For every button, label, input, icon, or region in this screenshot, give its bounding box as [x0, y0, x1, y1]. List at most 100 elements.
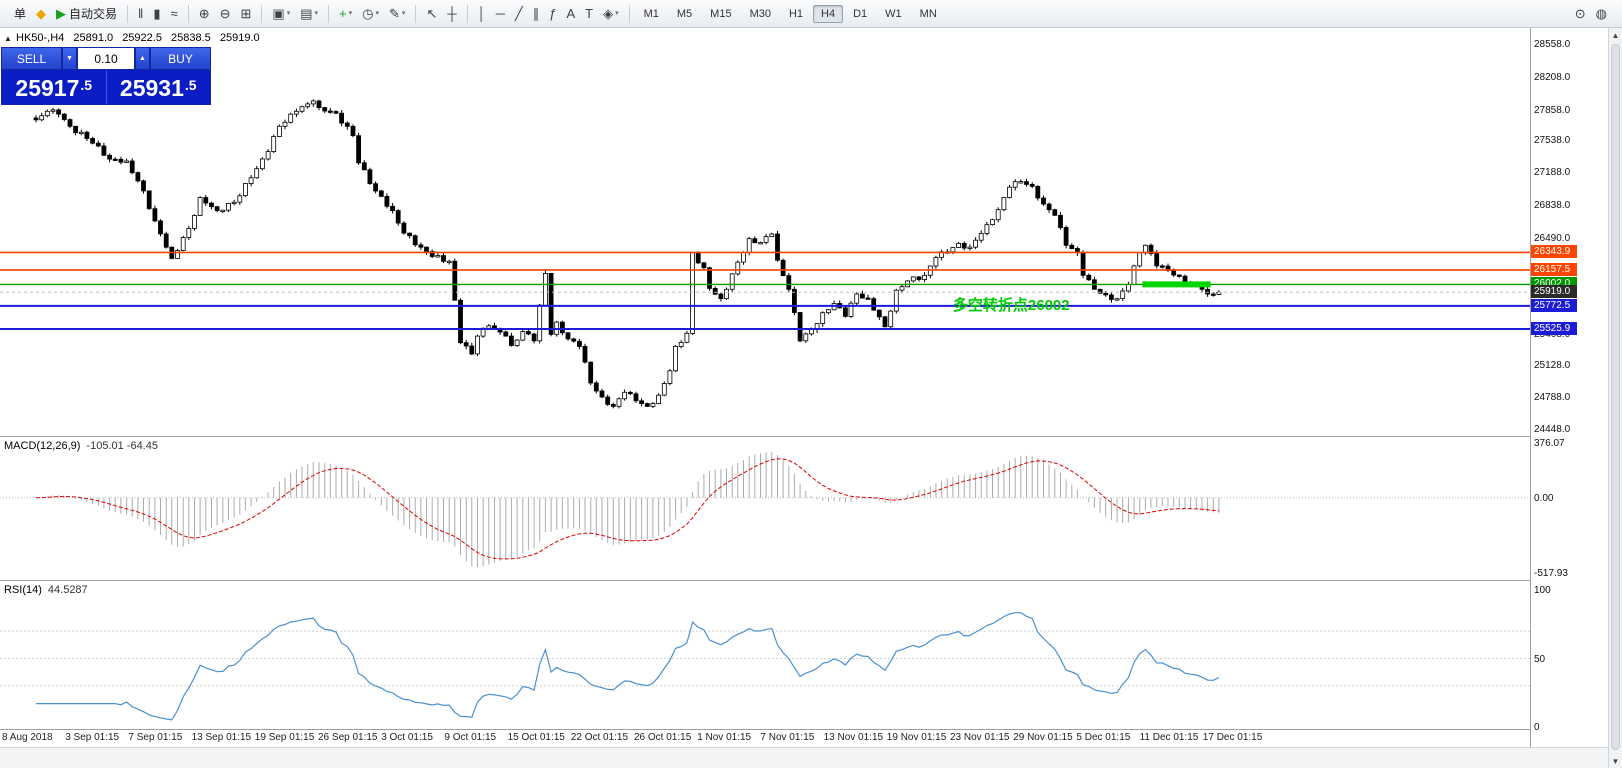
- sell-price[interactable]: 25917 .5: [15, 75, 93, 101]
- rsi-canvas[interactable]: [0, 581, 1530, 729]
- chart-profile-icon[interactable]: ▤ ▾: [300, 6, 319, 21]
- volume-increase-button[interactable]: ▲: [135, 47, 150, 70]
- price-tick-label: 27188.0: [1534, 167, 1571, 179]
- channel-icon[interactable]: ∥: [532, 6, 540, 21]
- time-axis-label: 8 Aug 2018: [2, 732, 53, 743]
- macd-label: MACD(12,26,9) -105.01 -64.45: [4, 440, 158, 452]
- shapes-icon[interactable]: ◈ ▾: [603, 6, 619, 21]
- timeframe-w1[interactable]: W1: [885, 7, 902, 20]
- trendline-icon[interactable]: ╱: [514, 6, 523, 21]
- macd-panel[interactable]: MACD(12,26,9) -105.01 -64.45: [0, 437, 1530, 580]
- dropdown-caret[interactable]: ▾: [401, 10, 406, 17]
- zoom-in-icon[interactable]: ⊕: [198, 6, 210, 21]
- price-tick-label: 25128.0: [1534, 360, 1571, 372]
- grid-icon[interactable]: ⊞: [240, 6, 252, 21]
- one-click-trading-panel: SELL ▼ ▲ BUY 25917 .5 25931 .5: [1, 47, 211, 105]
- time-axis-label: 15 Oct 01:15: [507, 732, 565, 743]
- time-axis-label: 19 Sep 01:15: [254, 732, 315, 743]
- vertical-scrollbar[interactable]: ▲ ▼: [1608, 28, 1622, 768]
- time-axis[interactable]: 8 Aug 2018 3 Sep 01:15 7 Sep 01:15 13 Sep 0…: [0, 730, 1608, 747]
- new-chart-icon[interactable]: ▣ ▾: [272, 6, 291, 21]
- time-axis-label: 9 Oct 01:15: [444, 732, 497, 743]
- toolbar-separator: [261, 4, 263, 23]
- time-axis-label: 3 Sep 01:15: [65, 732, 120, 743]
- scroll-up-arrow[interactable]: ▲: [1611, 30, 1620, 40]
- autotrading-button[interactable]: ▶ 自动交易: [56, 6, 118, 21]
- price-chart-canvas[interactable]: [0, 28, 1530, 436]
- time-axis-label: 11 Dec 01:15: [1139, 732, 1199, 743]
- template-icon[interactable]: ✎ ▾: [389, 6, 406, 21]
- dropdown-caret[interactable]: ▾: [375, 10, 380, 17]
- rsi-axis-label: 0: [1534, 722, 1540, 733]
- dropdown-caret[interactable]: ▾: [314, 10, 319, 17]
- time-axis-label: 1 Nov 01:15: [697, 732, 752, 743]
- cursor-icon[interactable]: ↖: [426, 6, 438, 21]
- zoom-out-icon[interactable]: ⊖: [219, 6, 231, 21]
- ohlc-close: 25919.0: [219, 32, 260, 44]
- rsi-axis-label: 50: [1534, 653, 1546, 665]
- price-tick-label: 26838.0: [1534, 200, 1571, 212]
- timeframe-d1[interactable]: D1: [853, 7, 868, 20]
- panel-divider[interactable]: [0, 580, 1608, 581]
- toolbar-separator: [415, 4, 417, 23]
- candlestick-chart-icon[interactable]: ▮: [153, 6, 161, 21]
- timeframe-m5[interactable]: M5: [676, 7, 693, 20]
- rsi-panel[interactable]: RSI(14) 44.5287: [0, 581, 1530, 729]
- period-clock-icon[interactable]: ◷ ▾: [362, 6, 380, 21]
- community-globe-icon[interactable]: ◍: [1595, 6, 1607, 21]
- fibonacci-icon[interactable]: ƒ: [549, 6, 557, 21]
- vertical-line-icon[interactable]: │: [477, 6, 486, 21]
- timeframe-m1[interactable]: M1: [643, 7, 659, 20]
- price-axis[interactable]: 28558.0 28208.0 27858.0 27538.0 27188.0 26838…: [1530, 28, 1608, 747]
- volume-input[interactable]: [77, 47, 135, 70]
- new-order-button[interactable]: 单: [14, 6, 27, 21]
- dropdown-caret[interactable]: ▾: [286, 10, 291, 17]
- horizontal-line-icon[interactable]: ─: [495, 6, 505, 21]
- timeframe-h1[interactable]: H1: [788, 7, 804, 20]
- crosshair-icon[interactable]: ┼: [447, 6, 457, 21]
- dropdown-caret[interactable]: ▾: [615, 10, 619, 17]
- panel-divider[interactable]: [0, 729, 1608, 730]
- chart-window-icon[interactable]: ◆: [36, 6, 47, 21]
- timeframe-h4[interactable]: H4: [813, 4, 844, 23]
- main-chart-panel[interactable]: ▲ HK50-,H4 25891.0 25922.5 25838.5 25919…: [0, 28, 1530, 436]
- toolbar-separator: [466, 4, 468, 23]
- volume-decrease-button[interactable]: ▼: [62, 47, 77, 70]
- add-indicator-icon[interactable]: + ▾: [339, 6, 353, 21]
- buy-button[interactable]: BUY: [150, 47, 211, 70]
- price-badge: 25525.9: [1531, 322, 1577, 335]
- toolbar-separator: [628, 4, 630, 23]
- status-bar: [0, 747, 1622, 768]
- toolbar-separator: [328, 4, 330, 23]
- macd-canvas[interactable]: [0, 437, 1530, 580]
- timeframe-m30[interactable]: M30: [749, 7, 771, 20]
- timeframe-mn[interactable]: MN: [919, 7, 937, 20]
- time-axis-label: 19 Nov 01:15: [886, 732, 947, 743]
- bars-chart-icon[interactable]: ‖: [138, 6, 144, 21]
- text-icon[interactable]: A: [566, 6, 576, 21]
- panel-divider[interactable]: [0, 436, 1608, 437]
- time-axis-label: 23 Nov 01:15: [950, 732, 1010, 743]
- scrollbar-thumb[interactable]: [1611, 44, 1620, 750]
- time-axis-label: 3 Oct 01:15: [381, 732, 433, 743]
- search-icon[interactable]: ⊙: [1574, 6, 1586, 21]
- sell-button[interactable]: SELL: [1, 47, 62, 70]
- buy-price[interactable]: 25931 .5: [119, 75, 197, 101]
- text-label-icon[interactable]: T: [585, 6, 594, 21]
- line-chart-icon[interactable]: ≈: [170, 6, 178, 21]
- chart-info-bar: HK50-,H4 25891.0 25922.5 25838.5 25919.0: [16, 32, 266, 44]
- price-tick-label: 26490.0: [1534, 232, 1571, 244]
- rsi-label: RSI(14) 44.5287: [4, 584, 88, 596]
- ohlc-low: 25838.5: [171, 32, 211, 44]
- dropdown-caret[interactable]: ▾: [348, 10, 353, 17]
- toolbar-separator: [127, 4, 129, 23]
- horizontal-lines-group: [0, 251, 1530, 330]
- candles-group: [33, 99, 1222, 409]
- time-axis-label: 26 Oct 01:15: [634, 732, 692, 743]
- price-tick-label: 27538.0: [1534, 134, 1571, 146]
- one-click-panel-toggle-icon[interactable]: ▲: [4, 34, 12, 43]
- timeframe-m15[interactable]: M15: [710, 7, 732, 20]
- scroll-down-arrow[interactable]: ▼: [1611, 756, 1620, 766]
- time-axis-label: 17 Dec 01:15: [1202, 732, 1263, 743]
